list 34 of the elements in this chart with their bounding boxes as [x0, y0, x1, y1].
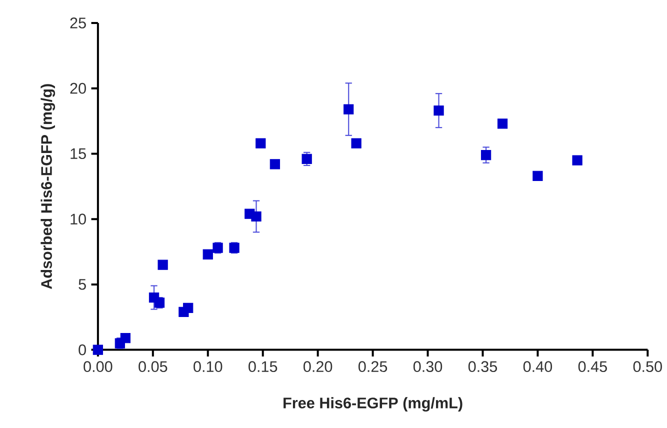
- point: [158, 260, 168, 270]
- point: [202, 249, 213, 260]
- y-tick-label: 0: [78, 344, 86, 356]
- x-axis-title: Free His6-EGFP (mg/mL): [284, 397, 462, 412]
- point: [256, 138, 266, 148]
- x-tick-label: 0.25: [358, 361, 388, 372]
- y-tick-label: 20: [70, 83, 86, 94]
- x-tick-label: 0.05: [138, 361, 168, 372]
- point: [497, 118, 508, 129]
- point: [434, 106, 444, 116]
- point: [183, 303, 194, 314]
- point: [480, 150, 492, 160]
- x-tick-label: 0.40: [523, 361, 552, 372]
- point: [120, 333, 130, 344]
- y-axis-title: Adsorbed His6-EGFP (mg/g): [40, 84, 56, 290]
- y-tick-label: 15: [70, 148, 86, 160]
- x-tick-label: 0.35: [468, 361, 498, 372]
- x-tick-label: 0.15: [248, 361, 278, 372]
- point: [92, 344, 104, 355]
- x-tick-label: 0.50: [633, 361, 662, 372]
- y-tick-label: 5: [78, 279, 86, 290]
- x-tick-label: 0.10: [194, 361, 222, 372]
- x-tick-label: 0.45: [578, 361, 607, 372]
- point: [572, 155, 582, 166]
- x-tick-label: 0.20: [304, 361, 332, 372]
- point: [532, 170, 543, 182]
- y-tick-label: 10: [70, 214, 86, 225]
- point: [351, 138, 362, 148]
- y-tick-label: 25: [70, 18, 86, 29]
- x-tick-label: 0.00: [84, 361, 112, 372]
- point: [251, 212, 262, 222]
- point: [344, 104, 354, 114]
- x-tick-label: 0.30: [413, 361, 442, 372]
- point: [270, 159, 280, 170]
